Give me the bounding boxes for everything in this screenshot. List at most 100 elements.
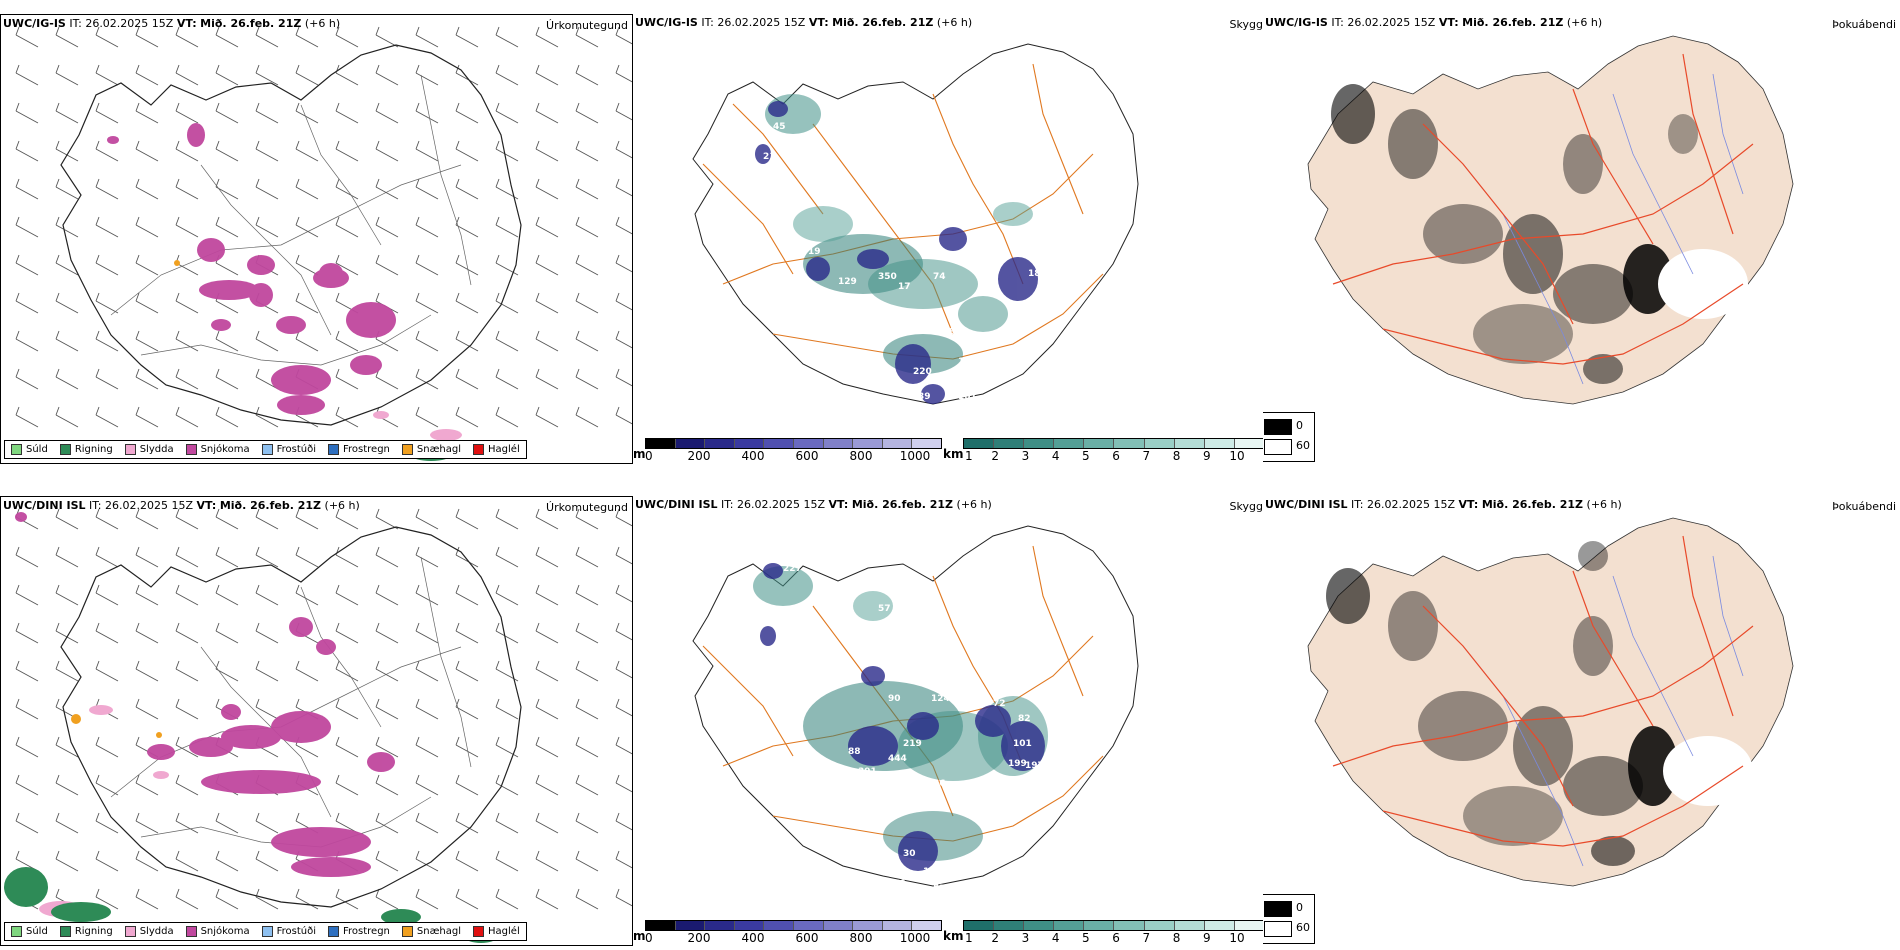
colorbar-segment	[1054, 921, 1085, 930]
wind-barb-flag	[255, 216, 260, 226]
cloud-value-label: 199	[1008, 759, 1027, 769]
wind-barb-flag	[135, 330, 140, 340]
wind-barb-shaft	[615, 338, 632, 349]
wind-barb-flag	[135, 850, 140, 860]
legend-item: Snjókoma	[185, 444, 250, 455]
colorbar-segment	[1114, 439, 1145, 448]
wind-barb-shaft	[95, 186, 119, 200]
wind-barb-shaft	[575, 262, 599, 276]
wind-barb-shaft	[175, 148, 199, 162]
roads	[1332, 535, 1754, 847]
wind-barb-flag	[15, 546, 20, 556]
wind-barb-flag	[615, 508, 620, 518]
colorbar-tick: 800	[849, 931, 873, 945]
wind-barb-shaft	[215, 554, 239, 568]
wind-barb-shaft	[455, 820, 479, 834]
colorbar-tick: 6	[1112, 931, 1120, 945]
fog-clear-area	[1663, 736, 1753, 806]
wind-barb-flag	[55, 102, 60, 112]
wind-barb-flag	[215, 102, 220, 112]
wind-barb-shaft	[215, 34, 239, 48]
wind-barb-flag	[255, 584, 260, 594]
wind-barb-shaft	[255, 148, 279, 162]
wind-barb-flag	[15, 622, 20, 632]
colorbar-segment	[823, 439, 854, 448]
wind-barb-shaft	[615, 186, 632, 197]
wind-barb-flag	[255, 850, 260, 860]
wind-barb-shaft	[495, 338, 519, 352]
cloud-value-label: 17	[923, 867, 936, 877]
wind-barb-shaft	[575, 820, 599, 834]
wind-barb-flag	[455, 584, 460, 594]
wind-barb-shaft	[255, 554, 279, 568]
wind-barb-shaft	[495, 668, 519, 682]
wind-barb-shaft	[295, 262, 319, 276]
wind-barb-flag	[55, 622, 60, 632]
wind-barb-shaft	[15, 414, 39, 428]
fog-legend-row2: 0 60	[1263, 894, 1315, 944]
wind-barb-flag	[15, 254, 20, 264]
legend-item: Frostregn	[328, 444, 390, 455]
wind-barb-flag	[135, 698, 140, 708]
wind-barb-shaft	[415, 110, 439, 124]
colorbar-tick: 1000	[899, 449, 931, 463]
legend-item: Slydda	[124, 444, 174, 455]
wind-barb-shaft	[415, 630, 439, 644]
wind-barb-shaft	[15, 668, 39, 682]
wind-barb-shaft	[575, 34, 599, 48]
wind-barb-shaft	[495, 72, 519, 86]
wind-barb-shaft	[575, 782, 599, 796]
wind-barb-shaft	[215, 72, 239, 86]
wind-barb-flag	[375, 140, 380, 150]
colorbar-segment	[793, 439, 824, 448]
wind-barb-flag	[535, 254, 540, 264]
legend-swatch	[328, 926, 339, 937]
wind-barb-flag	[375, 584, 380, 594]
wind-barb-flag	[295, 660, 300, 670]
colorbar-segment	[964, 921, 995, 930]
wind-barb-flag	[175, 26, 180, 36]
wind-barb-shaft	[255, 376, 279, 390]
model-name: UWC/DINI ISL	[1265, 498, 1348, 511]
wind-barb-shaft	[55, 414, 79, 428]
legend-label: Súld	[26, 926, 48, 937]
cloud-value-label: 60	[963, 247, 976, 257]
iceland-outline	[60, 44, 522, 426]
colorbar-tick: 9	[1202, 449, 1211, 463]
colorbar-segment	[675, 439, 706, 448]
fog-dark-areas	[1331, 84, 1698, 384]
wind-barb-flag	[255, 812, 260, 822]
wind-barb-flag	[495, 850, 500, 860]
wind-barb-shaft	[535, 34, 559, 48]
wind-barb-flag	[415, 812, 420, 822]
wind-barb-shaft	[495, 376, 519, 390]
fog-legend-low: 60	[1296, 439, 1310, 452]
valid-label: VT:	[1458, 498, 1479, 511]
wind-barb-shaft	[455, 782, 479, 796]
wind-barb-shaft	[255, 706, 279, 720]
wind-barb-shaft	[615, 782, 632, 793]
fog-title-row2: UWC/DINI ISL IT: 26.02.2025 15Z VT: Mið.…	[1265, 498, 1622, 511]
legend-swatch	[124, 926, 136, 937]
wind-barb-shaft	[15, 186, 39, 200]
wind-barb-flag	[575, 406, 580, 416]
wind-barb-shaft	[335, 630, 359, 644]
wind-barb-shaft	[55, 858, 79, 872]
wind-barb-flag	[95, 254, 100, 264]
legend-item: Frostúði	[261, 444, 316, 455]
wind-barb-shaft	[15, 782, 39, 796]
sleet-areas	[373, 411, 462, 441]
wind-barb-flag	[575, 254, 580, 264]
wind-barb-shaft	[495, 262, 519, 276]
fog-map-row1	[1307, 35, 1794, 405]
wind-barb-flag	[415, 406, 420, 416]
wind-barb-shaft	[575, 148, 599, 162]
wind-barb-shaft	[175, 262, 199, 276]
wind-barb-flag	[455, 736, 460, 746]
wind-barb-shaft	[295, 300, 319, 314]
fog-legend-low-swatch	[1264, 439, 1292, 455]
wind-barbs	[15, 508, 632, 910]
colorbar-tick: 800	[849, 449, 873, 463]
wind-barb-flag	[55, 406, 60, 416]
wind-barb-shaft	[255, 592, 279, 606]
